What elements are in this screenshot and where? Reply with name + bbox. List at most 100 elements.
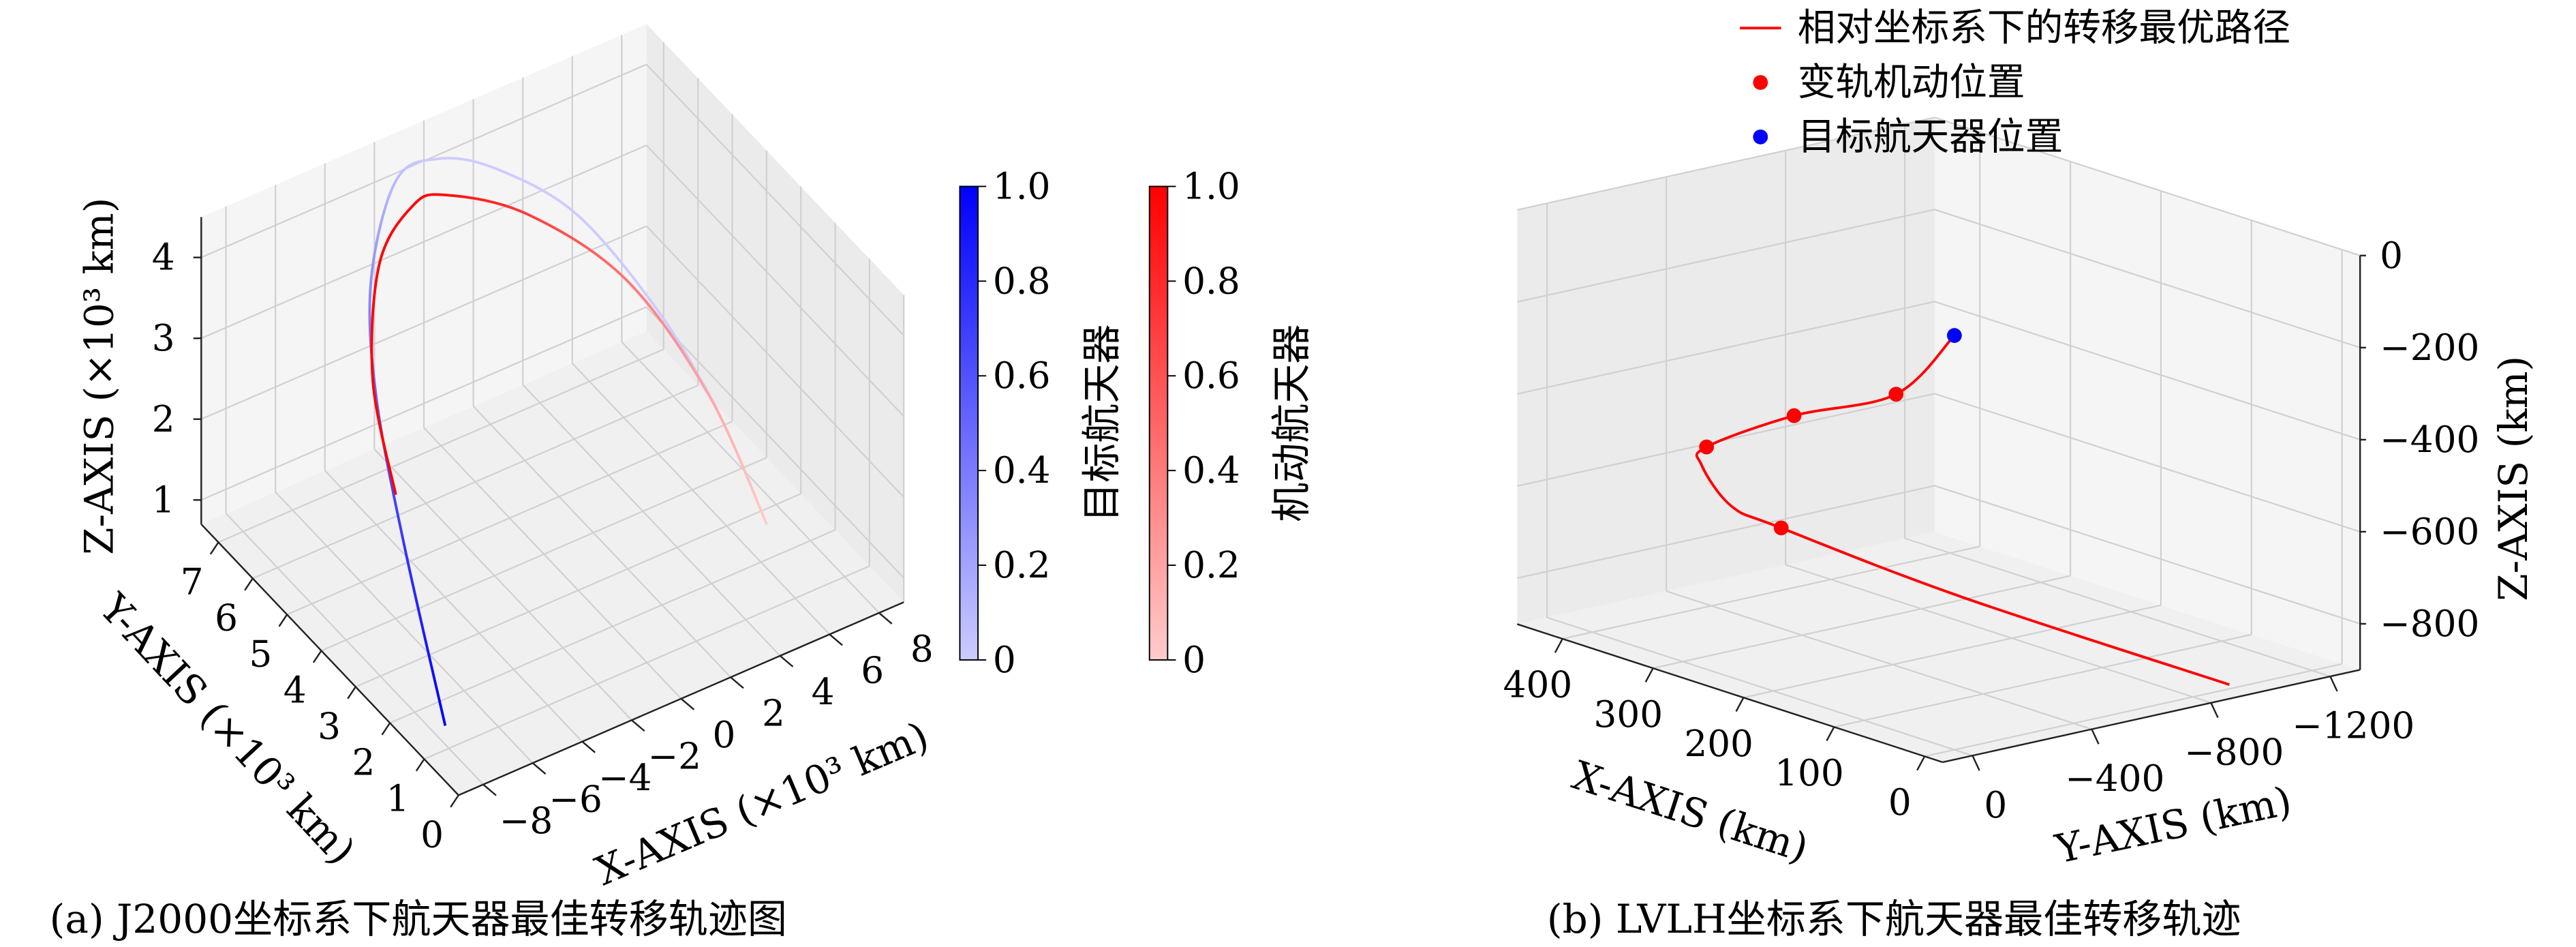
x-tick [1644, 667, 1654, 682]
y-tick [312, 650, 322, 663]
grid-line [1653, 575, 2071, 670]
x-tick [829, 633, 843, 646]
grid-line [522, 384, 781, 657]
x-tick [1554, 638, 1563, 653]
colorbar-tick-label: 0.4 [1182, 449, 1240, 492]
y-tick-label: 5 [249, 633, 272, 675]
grid-line [1834, 633, 2252, 728]
y-tick [450, 794, 459, 808]
x-tick-label: 4 [812, 671, 835, 713]
grid-line [571, 363, 831, 635]
grid-line [645, 225, 904, 498]
grid-line [1934, 301, 2361, 440]
z-tick-label: 1 [152, 479, 175, 521]
grid-line [621, 341, 880, 614]
grid-line [200, 225, 647, 420]
y-tick-label: 3 [318, 705, 341, 747]
colorbar-tick-label: 0.8 [993, 260, 1051, 302]
grid-line [225, 513, 484, 785]
grid-line [424, 565, 870, 760]
z-axis-label: Z-AXIS (×10³ km) [76, 198, 122, 555]
pane-wall [1934, 117, 2361, 670]
colorbar-tick-label: 0 [993, 639, 1016, 681]
z-tick-label: 2 [152, 398, 175, 440]
y-tick-label: 4 [283, 669, 307, 711]
y-tick [209, 541, 219, 555]
grid-line [1743, 604, 2162, 699]
legend-label: 变轨机动位置 [1798, 60, 2025, 104]
grid-line [1934, 485, 2361, 625]
z-tick-label: 0 [2380, 235, 2403, 277]
z-tick-label: 3 [152, 317, 175, 359]
y-tick-label: 2 [352, 741, 375, 783]
colorbar-tick-label: 0.6 [1182, 355, 1240, 397]
x-tick-label: 300 [1594, 693, 1663, 736]
y-tick-label: −400 [2065, 757, 2164, 800]
x-tick [730, 676, 744, 689]
trajectory [370, 193, 768, 525]
pane-wall [646, 24, 904, 603]
grid-line [389, 529, 835, 724]
y-tick-label: 1 [386, 777, 410, 820]
colorbar-tick-label: 0.4 [993, 449, 1051, 492]
colorbar-tick-label: 0.8 [1182, 260, 1240, 302]
x-tick [631, 719, 645, 732]
grid-line [200, 145, 647, 340]
y-tick [381, 722, 391, 736]
marker [1946, 328, 1962, 343]
x-tick [680, 697, 695, 710]
z-axis-label: Z-AXIS (km) [2490, 356, 2536, 601]
x-tick [1826, 726, 1835, 742]
grid-line [1934, 209, 2361, 348]
grid-line [1934, 117, 2361, 256]
grid-line [1517, 209, 1935, 303]
colorbar-tick-label: 0.2 [993, 544, 1051, 586]
x-tick-label: 6 [861, 650, 884, 692]
legend-swatch [1753, 129, 1768, 145]
x-tick-label: −2 [648, 736, 701, 778]
colorbar-tick-label: 0.6 [993, 355, 1051, 397]
x-tick-label: −6 [549, 778, 602, 820]
x-tick [779, 655, 794, 667]
colorbar [959, 185, 979, 661]
y-tick-label: −800 [2184, 731, 2284, 773]
x-tick [1916, 755, 1926, 771]
x-tick-label: 0 [712, 714, 735, 756]
z-tick-label: −600 [2380, 511, 2479, 553]
grid-line [1562, 545, 1980, 640]
y-tick [278, 614, 288, 627]
x-tick [581, 740, 596, 753]
x-tick-label: 400 [1503, 664, 1573, 706]
grid-line [1517, 393, 1935, 487]
x-tick [878, 612, 893, 625]
trajectory [368, 157, 719, 726]
grid-line [1517, 117, 1935, 211]
grid-line [1546, 616, 1973, 757]
legend-label: 目标航天器位置 [1798, 115, 2064, 159]
grid-line [1934, 393, 2361, 532]
grid-line [218, 348, 664, 543]
x-tick-label: 2 [762, 693, 785, 735]
x-tick-label: 8 [910, 628, 934, 670]
x-tick-label: −8 [500, 800, 553, 842]
caption: (a) J2000坐标系下航天器最佳转移轨迹图 [50, 896, 787, 942]
grid-line [275, 491, 534, 764]
x-tick [532, 762, 547, 775]
colorbar-tick-label: 1.0 [993, 165, 1051, 207]
z-tick-label: −200 [2380, 327, 2479, 369]
colorbar-label: 目标航天器 [1079, 325, 1125, 522]
grid-line [645, 63, 904, 336]
grid-line [321, 457, 767, 652]
x-tick-label: 200 [1684, 723, 1753, 765]
legend-swatch [1753, 75, 1768, 90]
colorbar [1148, 185, 1169, 661]
marker [1786, 408, 1802, 423]
y-tick [347, 686, 356, 700]
legend-label: 相对坐标系下的转移最优路径 [1798, 6, 2290, 50]
y-axis-line [200, 524, 459, 796]
y-tick [2091, 729, 2100, 745]
trajectory [1695, 334, 2230, 686]
y-tick [2210, 702, 2219, 719]
